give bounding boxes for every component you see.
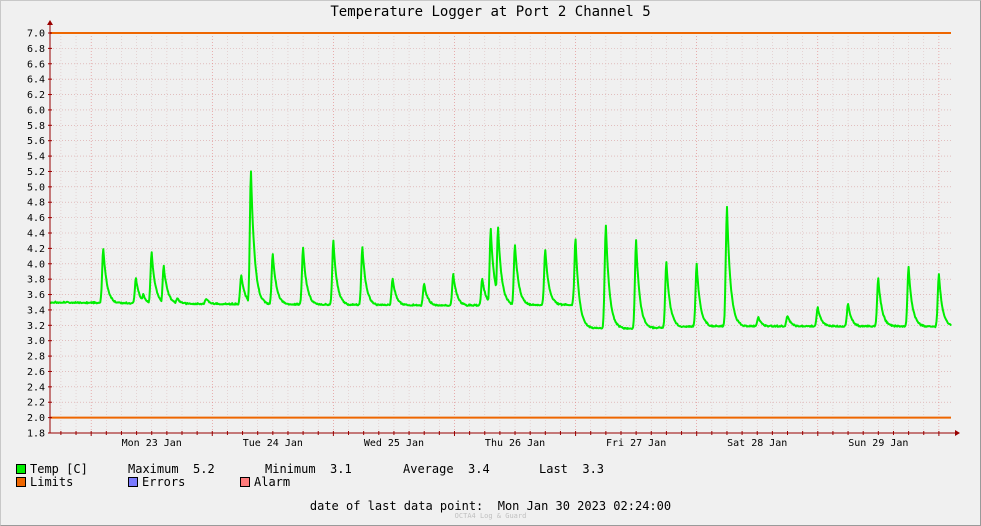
x-tick-label: Wed 25 Jan xyxy=(364,438,424,449)
y-tick-label: 3.8 xyxy=(27,275,45,286)
limit-lines xyxy=(50,32,951,419)
errors-swatch xyxy=(128,477,138,487)
y-tick-label: 5.4 xyxy=(27,152,45,163)
y-tick-label: 2.2 xyxy=(27,398,45,409)
temp-swatch xyxy=(16,464,26,474)
y-tick-label: 5.6 xyxy=(27,136,45,147)
x-axis-arrow xyxy=(955,430,960,436)
temperature-series xyxy=(49,170,952,330)
y-tick-labels: 7.0 6.8 6.6 6.4 6.2 6.0 5.8 5.6 5.4 5.2 5.0 4.8 4.6 4… xyxy=(27,29,45,440)
y-axis-arrow xyxy=(47,20,53,25)
alarm-swatch xyxy=(240,477,250,487)
y-tick-label: 6.0 xyxy=(27,105,45,116)
x-tick-labels: Mon 23 Jan Tue 24 Jan Wed 25 Jan Thu 26 Jan… xyxy=(122,438,909,449)
legend-maximum: Maximum 5.2 xyxy=(128,462,215,476)
y-tick-label: 6.6 xyxy=(27,59,45,70)
watermark: OCTA4 Log & Guard xyxy=(454,512,527,520)
y-tick-label: 5.8 xyxy=(27,121,45,132)
y-tick-label: 4.6 xyxy=(27,213,45,224)
y-tick-label: 4.4 xyxy=(27,229,45,240)
y-tick-label: 6.8 xyxy=(27,44,45,55)
x-tick-label: Fri 27 Jan xyxy=(606,438,666,449)
legend-temp: Temp [C] xyxy=(30,462,88,476)
y-tick-label: 5.0 xyxy=(27,182,45,193)
legend-limits: Limits xyxy=(30,475,74,489)
x-tick-label: Sun 29 Jan xyxy=(848,438,908,449)
legend-minimum: Minimum 3.1 xyxy=(265,462,352,476)
x-tick-label: Thu 26 Jan xyxy=(485,438,545,449)
chart-title: Temperature Logger at Port 2 Channel 5 xyxy=(330,4,651,20)
axes xyxy=(47,20,960,436)
y-tick-label: 4.8 xyxy=(27,198,45,209)
y-tick-label: 7.0 xyxy=(27,29,45,40)
legend-average: Average 3.4 xyxy=(403,462,490,476)
legend-errors: Errors xyxy=(142,475,186,489)
legend-last: Last 3.3 xyxy=(539,462,605,476)
legend-alarm: Alarm xyxy=(254,475,291,489)
y-tick-label: 3.6 xyxy=(27,290,45,301)
x-tick-label: Sat 28 Jan xyxy=(727,438,787,449)
y-tick-label: 4.0 xyxy=(27,259,45,270)
y-tick-label: 4.2 xyxy=(27,244,45,255)
x-tick-label: Tue 24 Jan xyxy=(243,438,303,449)
y-tick-label: 2.8 xyxy=(27,352,45,363)
y-tick-label: 3.2 xyxy=(27,321,45,332)
last-data-point: date of last data point: Mon Jan 30 2023… xyxy=(309,499,672,513)
y-tick-label: 3.0 xyxy=(27,336,45,347)
y-tick-label: 6.4 xyxy=(27,75,45,86)
y-tick-label: 1.8 xyxy=(27,429,45,440)
temperature-line xyxy=(49,170,952,330)
y-tick-label: 3.4 xyxy=(27,305,45,316)
x-tick-label: Mon 23 Jan xyxy=(122,438,182,449)
grid xyxy=(50,32,951,434)
y-tick-label: 2.4 xyxy=(27,382,45,393)
y-tick-label: 2.0 xyxy=(27,413,45,424)
y-tick-label: 2.6 xyxy=(27,367,45,378)
y-tick-label: 6.2 xyxy=(27,90,45,101)
y-tick-label: 5.2 xyxy=(27,167,45,178)
limits-swatch xyxy=(16,477,26,487)
